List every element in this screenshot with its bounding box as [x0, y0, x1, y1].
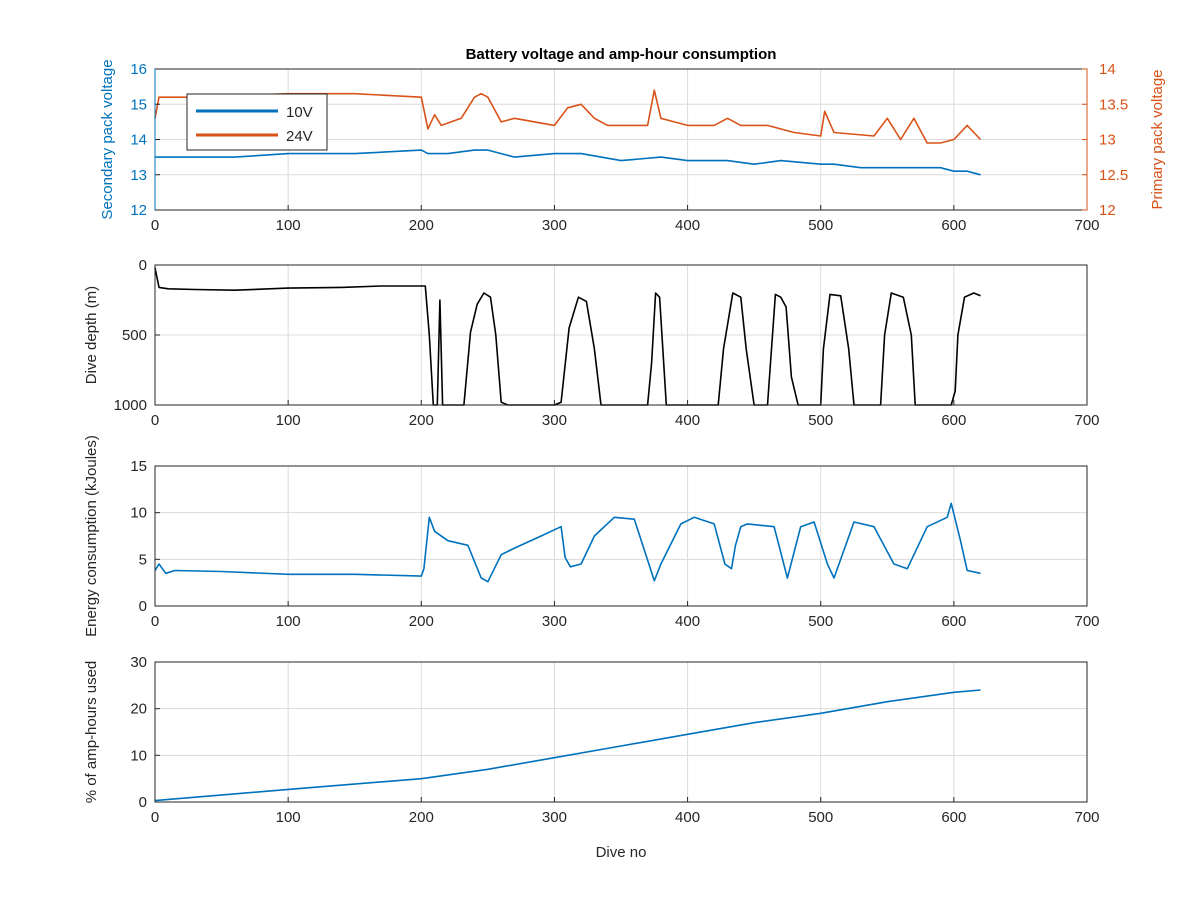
- plot-frame: [154, 661, 1088, 803]
- chart-title: Battery voltage and amp-hour consumption: [466, 46, 777, 63]
- x-tick-label: 100: [276, 412, 301, 429]
- x-tick-label: 500: [808, 217, 833, 234]
- x-tick-label: 700: [1074, 217, 1099, 234]
- chart-panel-1: 0 100 200 300 400 500 600 70012131415161212.513…: [99, 46, 1166, 234]
- y-axis-label: Dive depth (m): [83, 286, 100, 384]
- x-tick-label: 700: [1074, 809, 1099, 826]
- x-tick-label: 300: [542, 613, 567, 630]
- y-tick-label: 15: [130, 96, 147, 113]
- y2-tick-label: 13.5: [1099, 96, 1128, 113]
- y2-tick-label: 12.5: [1099, 167, 1128, 184]
- plot-frame: [154, 465, 1088, 607]
- x-tick-label: 600: [941, 613, 966, 630]
- x-tick-label: 200: [409, 809, 434, 826]
- x-tick-label: 500: [808, 809, 833, 826]
- y-tick-label: 15: [130, 458, 147, 475]
- x-tick-label: 300: [542, 412, 567, 429]
- x-tick-label: 0: [151, 412, 159, 429]
- y-tick-label: 10: [130, 505, 147, 522]
- y2-tick-label: 13: [1099, 132, 1116, 149]
- x-tick-label: 200: [409, 613, 434, 630]
- x-tick-label: 400: [675, 217, 700, 234]
- y2-tick-label: 12: [1099, 202, 1116, 219]
- y-tick-label: 5: [139, 551, 147, 568]
- x-axis-label: Dive no: [596, 844, 647, 861]
- y-tick-label: 0: [139, 794, 147, 811]
- x-tick-label: 400: [675, 412, 700, 429]
- y2-axis-label: Primary pack voltage: [1149, 69, 1166, 209]
- y-tick-label: 12: [130, 202, 147, 219]
- x-tick-label: 300: [542, 809, 567, 826]
- y-tick-label: 0: [139, 257, 147, 274]
- x-tick-label: 500: [808, 613, 833, 630]
- y-tick-label: 500: [122, 327, 147, 344]
- legend-label-10v: 10V: [286, 104, 313, 121]
- y-axis-label: % of amp-hours used: [83, 661, 100, 804]
- x-tick-label: 700: [1074, 613, 1099, 630]
- y-tick-label: 10: [130, 747, 147, 764]
- x-tick-label: 0: [151, 217, 159, 234]
- legend-label-24v: 24V: [286, 128, 313, 145]
- x-tick-label: 600: [941, 412, 966, 429]
- x-tick-label: 0: [151, 809, 159, 826]
- y-tick-label: 0: [139, 598, 147, 615]
- series-line-10v: [155, 149, 981, 176]
- legend-box: [186, 93, 328, 151]
- x-tick-label: 600: [941, 809, 966, 826]
- y-tick-label: 30: [130, 654, 147, 671]
- x-tick-label: 0: [151, 613, 159, 630]
- y-tick-label: 13: [130, 167, 147, 184]
- x-tick-label: 700: [1074, 412, 1099, 429]
- series-line-1: [154, 502, 981, 583]
- x-tick-label: 400: [675, 809, 700, 826]
- series-line-24v: [154, 89, 982, 144]
- x-tick-label: 200: [409, 412, 434, 429]
- y2-tick-label: 14: [1099, 61, 1116, 78]
- series-line-1: [154, 689, 981, 802]
- x-tick-label: 200: [409, 217, 434, 234]
- x-tick-label: 100: [276, 217, 301, 234]
- chart-panel-4: 0 100 200 300 400 500 600 700 0 10 20 30 % of amp-ho…: [83, 654, 1100, 861]
- y-axis-label: Energy consumption (kJoules): [83, 435, 100, 637]
- y-axis-label: Secondary pack voltage: [99, 59, 116, 219]
- x-tick-label: 500: [808, 412, 833, 429]
- x-tick-label: 100: [276, 809, 301, 826]
- x-tick-label: 400: [675, 613, 700, 630]
- y-tick-label: 14: [130, 132, 147, 149]
- chart-panel-3: 0 100 200 300 400 500 600 700 0 5 10 15 Energy consu…: [83, 435, 1100, 637]
- x-tick-label: 600: [941, 217, 966, 234]
- y-tick-label: 1000: [114, 397, 147, 414]
- x-tick-label: 100: [276, 613, 301, 630]
- chart-panel-2: 0 100 200 300 400 500 600 700 0 500 1000 Dive depth…: [83, 257, 1100, 429]
- y-tick-label: 16: [130, 61, 147, 78]
- x-tick-label: 300: [542, 217, 567, 234]
- y-tick-label: 20: [130, 701, 147, 718]
- series-line-1: [154, 267, 981, 406]
